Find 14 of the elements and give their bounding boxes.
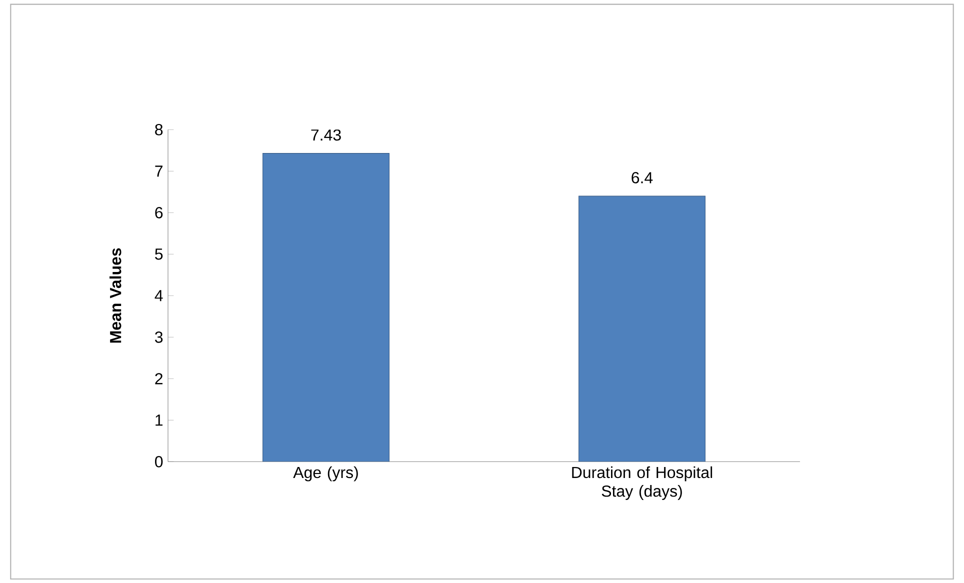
y-tick-label: 6 xyxy=(155,207,163,218)
y-tick-label: 4 xyxy=(154,290,163,302)
data-label: 7.43 xyxy=(311,129,341,141)
y-tick-label: 3 xyxy=(155,332,163,343)
y-tick-label: 1 xyxy=(156,414,163,426)
x-tick-label: Duration of Hospital Stay (days) xyxy=(572,466,712,500)
y-tick-label: 7 xyxy=(155,166,162,177)
x-tick-label: Age (yrs) xyxy=(293,466,358,482)
y-tick-label: 8 xyxy=(155,124,163,136)
data-label: 6.4 xyxy=(632,172,653,184)
y-axis-title: Mean Values xyxy=(110,248,122,343)
y-tick-label: 5 xyxy=(155,248,163,260)
y-tick-label: 0 xyxy=(155,456,163,468)
y-tick-label: 2 xyxy=(155,373,162,384)
